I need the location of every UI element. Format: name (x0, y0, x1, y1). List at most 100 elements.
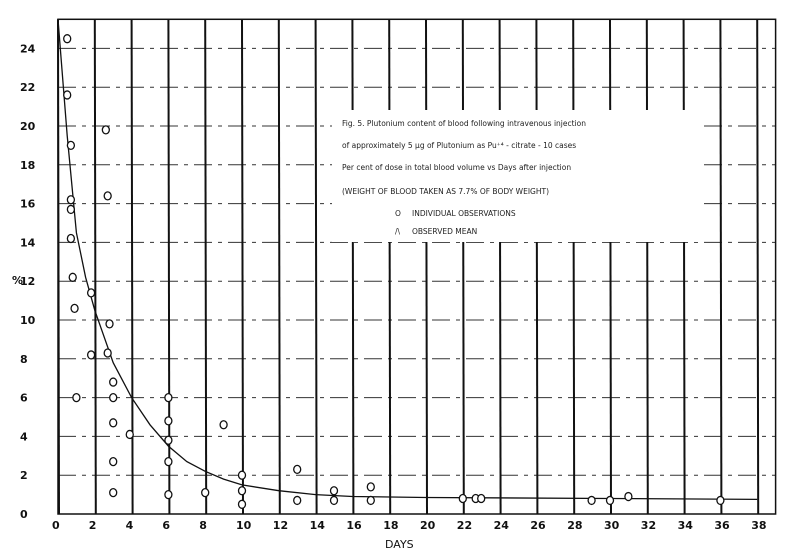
data-point (66, 195, 76, 205)
data-point (237, 486, 247, 496)
x-tick-label: 18 (383, 519, 398, 532)
y-tick-label: 20 (20, 120, 36, 133)
gridline-vertical (756, 19, 760, 515)
data-point (237, 470, 247, 480)
data-point (109, 456, 118, 467)
gridline-vertical (167, 19, 171, 515)
gridline-vertical (277, 19, 281, 515)
x-tick-label: 20 (420, 519, 436, 532)
legend-symbol-mean: /\ (395, 227, 401, 236)
x-tick-label: 38 (751, 519, 766, 532)
data-point (109, 377, 118, 387)
data-point (329, 486, 339, 496)
legend-box: Fig. 5. Plutonium content of blood follo… (332, 110, 702, 242)
x-tick-label: 36 (714, 519, 730, 532)
data-point (66, 204, 76, 215)
data-point (477, 493, 486, 504)
x-tick-label: 6 (162, 519, 170, 532)
gridline-vertical (314, 19, 318, 515)
data-point (164, 416, 173, 426)
x-tick-label: 0 (52, 519, 60, 532)
data-point (63, 34, 72, 44)
x-tick-label: 14 (310, 519, 326, 532)
gridline-vertical (645, 19, 649, 515)
plot-frame (57, 18, 777, 515)
gridline-vertical (461, 19, 465, 515)
y-tick-label: 14 (20, 236, 36, 249)
x-axis-label: DAYS (385, 538, 414, 551)
data-point (63, 90, 72, 100)
data-point (66, 140, 76, 151)
data-point (68, 272, 77, 282)
data-point (624, 491, 633, 502)
data-point (716, 495, 725, 506)
data-point (219, 420, 228, 430)
x-tick-label: 34 (678, 519, 694, 532)
y-tick-label: 0 (20, 508, 28, 521)
data-point (164, 392, 173, 403)
x-tick-label: 8 (199, 519, 207, 532)
x-tick-label: 24 (494, 519, 510, 532)
y-tick-label: 22 (20, 81, 35, 94)
y-tick-label: 24 (20, 42, 36, 55)
points-group (63, 34, 725, 509)
gridline-vertical (719, 19, 723, 515)
legend-label-mean: OBSERVED MEAN (412, 227, 477, 236)
x-tick-label: 2 (89, 519, 97, 532)
x-tick-label: 10 (236, 519, 252, 532)
x-tick-label: 22 (457, 519, 472, 532)
gridline-vertical (425, 19, 428, 515)
data-point (70, 303, 79, 314)
y-tick-label: 10 (20, 314, 36, 327)
grid (57, 19, 776, 515)
y-tick-label: 18 (20, 159, 35, 172)
data-point (366, 495, 375, 506)
data-point (164, 489, 173, 500)
gridline-vertical (204, 19, 208, 515)
data-point (86, 288, 96, 298)
data-point (201, 488, 210, 498)
y-tick-label: 2 (20, 469, 28, 482)
legend-label-observations: INDIVIDUAL OBSERVATIONS (412, 209, 516, 218)
data-point (101, 125, 110, 135)
mean-curve (57, 19, 758, 501)
data-point (458, 493, 467, 504)
data-point (109, 418, 118, 428)
data-point (293, 495, 302, 506)
data-point (125, 429, 134, 440)
legend-line-3: Per cent of dose in total blood volume v… (342, 163, 571, 172)
y-tick-label: 12 (20, 275, 35, 288)
legend-symbol-observations: O (395, 209, 401, 218)
legend-line-2: of approximately 5 µg of Plutonium as Pu… (342, 141, 576, 150)
gridline-vertical (609, 19, 612, 515)
data-point (237, 499, 247, 509)
y-tick-label: 6 (20, 392, 28, 405)
data-point (105, 319, 114, 329)
data-point (109, 488, 118, 498)
y-tick-label: 8 (20, 353, 28, 366)
y-tick-label: 16 (20, 198, 36, 211)
data-point (86, 350, 96, 360)
x-tick-label: 16 (346, 519, 362, 532)
data-point (103, 348, 112, 358)
data-point (366, 482, 375, 492)
data-point (109, 392, 118, 403)
legend-line-1: Fig. 5. Plutonium content of blood follo… (342, 119, 586, 128)
gridline-vertical (351, 19, 355, 515)
data-point (329, 495, 339, 506)
data-point (293, 464, 302, 475)
gridline-vertical (572, 19, 576, 515)
data-point (587, 495, 596, 506)
x-tick-label: 30 (604, 519, 620, 532)
gridline-vertical (93, 19, 97, 515)
data-point (164, 456, 173, 467)
legend-line-4: (WEIGHT OF BLOOD TAKEN AS 7.7% OF BODY W… (342, 187, 549, 196)
x-tick-label: 12 (273, 519, 288, 532)
gridline-vertical (130, 19, 134, 515)
y-axis-label: % (12, 274, 23, 287)
x-tick-label: 26 (530, 519, 546, 532)
data-point (605, 495, 615, 506)
data-point (72, 392, 81, 403)
